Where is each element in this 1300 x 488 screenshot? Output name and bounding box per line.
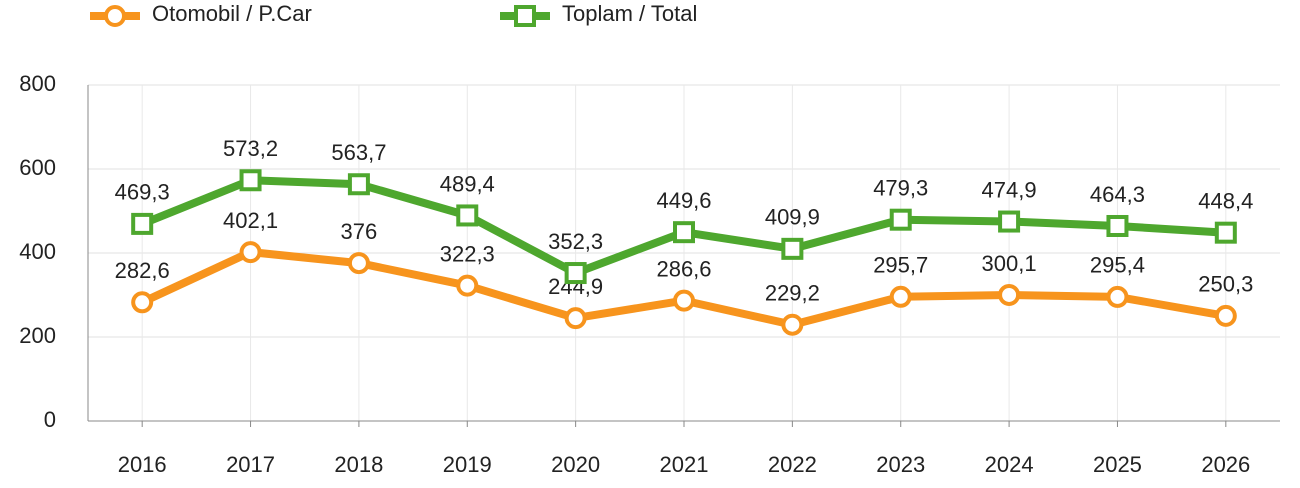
- data-label: 300,1: [982, 251, 1037, 276]
- marker: [347, 173, 370, 196]
- marker: [889, 208, 912, 231]
- y-tick-label: 200: [19, 323, 56, 348]
- data-label: 295,4: [1090, 253, 1145, 278]
- marker: [456, 274, 479, 297]
- marker: [1214, 221, 1237, 244]
- legend-label: Otomobil / P.Car: [152, 1, 312, 26]
- data-label: 449,6: [656, 188, 711, 213]
- data-label: 563,7: [331, 140, 386, 165]
- data-label: 464,3: [1090, 182, 1145, 207]
- marker: [347, 252, 370, 275]
- x-tick-label: 2021: [660, 452, 709, 477]
- marker: [564, 307, 587, 330]
- marker: [889, 285, 912, 308]
- marker: [239, 241, 262, 264]
- legend-label: Toplam / Total: [562, 1, 697, 26]
- marker: [781, 237, 804, 260]
- y-tick-label: 0: [44, 407, 56, 432]
- x-tick-label: 2019: [443, 452, 492, 477]
- marker: [1106, 214, 1129, 237]
- marker: [781, 313, 804, 336]
- data-label: 322,3: [440, 241, 495, 266]
- marker: [998, 210, 1021, 233]
- x-tick-label: 2020: [551, 452, 600, 477]
- data-label: 573,2: [223, 136, 278, 161]
- data-label: 489,4: [440, 171, 495, 196]
- x-tick-label: 2018: [334, 452, 383, 477]
- data-label: 479,3: [873, 176, 928, 201]
- legend-marker: [514, 5, 536, 27]
- legend-marker: [104, 5, 126, 27]
- marker: [131, 291, 154, 314]
- data-label: 250,3: [1198, 272, 1253, 297]
- data-label: 229,2: [765, 281, 820, 306]
- x-tick-label: 2024: [985, 452, 1034, 477]
- marker: [673, 221, 695, 244]
- y-tick-label: 800: [19, 71, 56, 96]
- marker: [1106, 285, 1129, 308]
- y-tick-label: 400: [19, 239, 56, 264]
- data-label: 376: [341, 219, 378, 244]
- marker: [673, 289, 695, 312]
- x-tick-label: 2025: [1093, 452, 1142, 477]
- data-label: 474,9: [982, 177, 1037, 202]
- data-label: 402,1: [223, 208, 278, 233]
- y-tick-label: 600: [19, 155, 56, 180]
- data-label: 286,6: [656, 256, 711, 281]
- x-tick-label: 2017: [226, 452, 275, 477]
- data-label: 469,3: [115, 180, 170, 205]
- marker: [1214, 304, 1237, 327]
- x-tick-label: 2022: [768, 452, 817, 477]
- data-label: 352,3: [548, 229, 603, 254]
- data-label: 448,4: [1198, 188, 1253, 213]
- data-label: 282,6: [115, 258, 170, 283]
- marker: [456, 204, 479, 227]
- x-tick-label: 2023: [876, 452, 925, 477]
- data-label: 295,7: [873, 253, 928, 278]
- marker: [239, 169, 262, 192]
- marker: [564, 262, 587, 285]
- x-tick-label: 2026: [1201, 452, 1250, 477]
- marker: [998, 283, 1021, 306]
- x-tick-label: 2016: [118, 452, 167, 477]
- marker: [131, 212, 154, 235]
- data-label: 409,9: [765, 205, 820, 230]
